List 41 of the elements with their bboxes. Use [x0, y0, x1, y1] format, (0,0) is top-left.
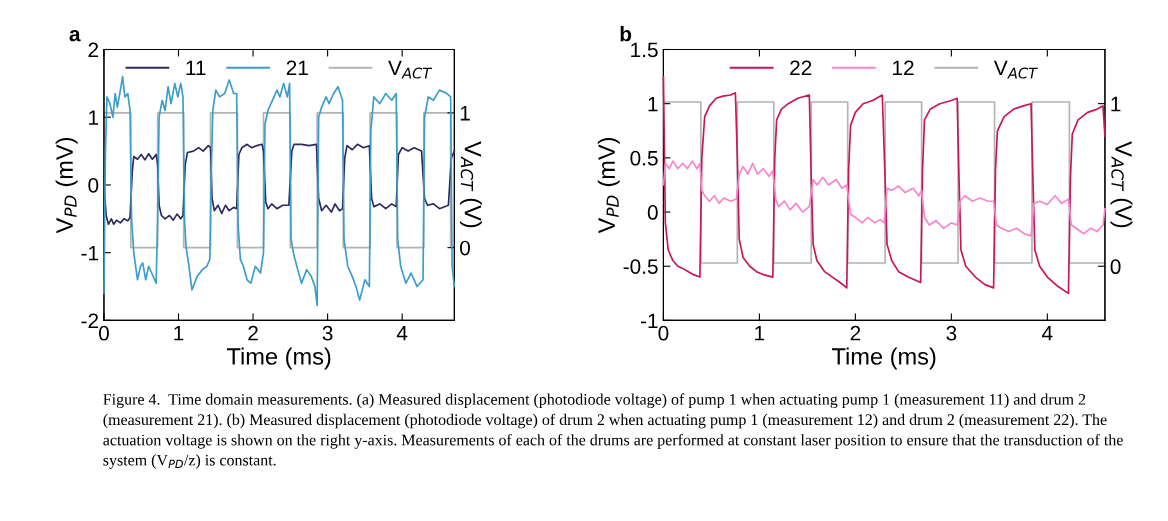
x-tick-label: 0 — [98, 325, 109, 341]
y-axis-title: V$_{PD}$ (mV) — [597, 137, 620, 234]
legend-label: V$_{ACT}$ — [993, 60, 1038, 79]
y2-tick-label: 0 — [460, 240, 470, 256]
x-axis-title: Time (ms) — [227, 347, 331, 370]
y2-tick-label: 0 — [1110, 259, 1121, 275]
caption: Figure 4. Time domain measurements. (a) Measured displacement (photodiode voltage) of pump 1 when actuating pump 1 (measurement 11) and drum 2 (measurement 21). (b) Measured displacement (photodiode voltage) of drum 2 when actuating pump 1 (measurement 12) and drum 2 (measurement 22). The actuation voltage is shown on the right y-axis. Measurements of each of the drums are performed at constant laser position to ensure that the transduction of the system (V$_{PD}$/z) is constant. — [103, 393, 1123, 469]
legend-label: 21 — [286, 60, 308, 76]
y-tick-label: 1.5 — [631, 42, 658, 58]
y2-tick-label: 1 — [460, 106, 470, 121]
x-tick-label: 3 — [946, 325, 957, 341]
legend-label: V$_{ACT}$ — [388, 60, 433, 79]
x-tick-label: 0 — [658, 325, 669, 341]
y-tick-label: 0 — [647, 205, 658, 220]
x-axis-title: Time (ms) — [832, 347, 936, 370]
y-tick-label: -1 — [640, 313, 658, 328]
x-tick-label: 4 — [1042, 326, 1053, 341]
y-tick-label: -0.5 — [623, 259, 658, 274]
chart-title: a — [69, 29, 81, 42]
y2-tick-label: 1 — [1111, 96, 1121, 112]
x-tick-label: 2 — [248, 325, 258, 341]
legend-label: 22 — [790, 60, 812, 76]
x-tick-label: 4 — [396, 326, 408, 341]
x-tick-label: 1 — [174, 326, 184, 341]
y-tick-label: -1 — [81, 245, 99, 261]
y-tick-label: 1 — [648, 96, 658, 112]
line-series — [662, 160, 1106, 237]
x-tick-label: 2 — [850, 325, 861, 341]
y-tick-label: 0 — [88, 177, 99, 193]
chart-title: b — [620, 26, 632, 42]
y-tick-label: 2 — [88, 42, 99, 58]
x-tick-label: 1 — [755, 326, 765, 341]
y-tick-label: -2 — [81, 313, 99, 328]
y-tick-label: 1 — [89, 110, 99, 125]
legend-label: 11 — [186, 60, 206, 76]
y2-axis-title: V$_{ACT}$ (V) — [459, 141, 482, 228]
y-axis-title: V$_{PD}$ (mV) — [55, 137, 78, 234]
legend-label: 12 — [893, 60, 914, 76]
x-tick-label: 3 — [322, 325, 333, 341]
y-tick-label: 0.5 — [630, 150, 658, 166]
y2-axis-title: V$_{ACT}$ (V) — [1110, 141, 1133, 228]
